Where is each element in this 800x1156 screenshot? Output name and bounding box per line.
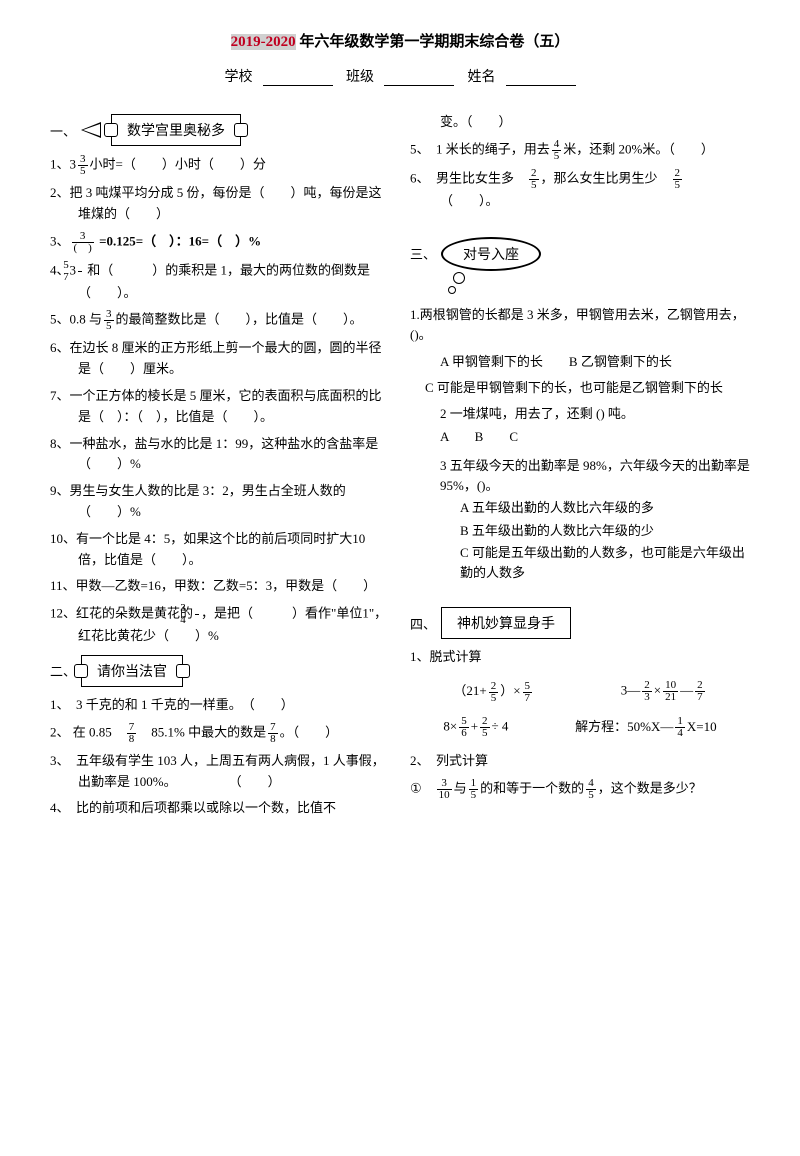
q6: 6、在边长 8 厘米的正方形纸上剪一个最大的圆，圆的半径是（ ）厘米。	[50, 338, 390, 380]
right-col: 变。（ ） 5、 1 米长的绳子，用去45米，还剩 20%米。（ ） 6、 男生…	[410, 106, 750, 825]
q10: 10、有一个比是 4：5，如果这个比的前后项同时扩大10 倍，比值是（ ）。	[50, 529, 390, 571]
frac-2-5: 25	[529, 168, 539, 191]
sec3-title: 对号入座	[441, 237, 541, 271]
calc4: 解方程：50%X—14X=10	[575, 716, 716, 740]
header-fields: 学校 班级 姓名	[50, 66, 750, 86]
sec1-title: 数学宫里奥秘多	[111, 114, 241, 146]
section2-header: 二、 请你当法官	[50, 655, 390, 687]
sec3-num: 三、	[410, 244, 436, 263]
frac-5-7: 57	[78, 260, 82, 283]
s2q4: 4、 比的前项和后项都乘以或除以一个数，比值不	[50, 798, 390, 819]
class-label: 班级	[346, 66, 374, 86]
s2q6: 6、 男生比女生多 25，那么女生比男生少 25（ ）。	[410, 168, 750, 212]
s3q1: 1.两根钢管的长都是 3 米多，甲钢管用去米，乙钢管用去，()。	[410, 305, 750, 347]
q3: 3、3( ) =0.125=（ ）：16=（ ）%	[50, 231, 390, 254]
frac-7-8b: 78	[268, 722, 278, 745]
frac-7-8: 78	[127, 722, 137, 745]
calc1: （21+25）×57	[453, 680, 534, 704]
sec2-title: 请你当法官	[81, 655, 183, 687]
s2q2: 2、 在 0.85 78 85.1% 中最大的数是78。（ ）	[50, 722, 390, 745]
q4: 4、357 和（ ）的乘积是 1，最大的两位数的倒数是（ ）。	[50, 260, 390, 304]
q7: 7、一个正方体的棱长是 5 厘米，它的表面积与底面积的比是（ ）：（ ），比值是…	[50, 386, 390, 428]
frac-3-blank: 3( )	[72, 231, 94, 254]
arrow-icon	[81, 122, 101, 138]
s2q3: 3、 五年级有学生 103 人，上周五有两人病假，1 人事假，出勤率是 100%…	[50, 751, 390, 793]
section4-header: 四、 神机妙算显身手	[410, 607, 750, 639]
q1: 1、335小时=（ ）小时（ ）分	[50, 154, 390, 177]
frac-3-4: 34	[195, 603, 199, 626]
sec2-num: 二、	[50, 661, 76, 680]
s4h2: 2、 列式计算	[410, 751, 750, 772]
title-year: 2019-2020	[231, 34, 296, 50]
calc-row-1: （21+25）×57 3—23×1021—27	[410, 680, 750, 704]
section3-header: 三、 对号入座	[410, 237, 750, 271]
q2: 2、把 3 吨煤平均分成 5 份，每份是（ ）吨，每份是这堆煤的（ ）	[50, 183, 390, 225]
s4l1: ① 310与15的和等于一个数的45，这个数是多少？	[410, 778, 750, 801]
s3q3c: C 可能是五年级出勤的人数多，也可能是六年级出勤的人数多	[410, 543, 750, 582]
s3q2: 2 一堆煤吨，用去了，还剩 () 吨。	[410, 404, 750, 424]
columns: 一、 数学宫里奥秘多 1、335小时=（ ）小时（ ）分 2、把 3 吨煤平均分…	[50, 106, 750, 825]
s4h1: 1、脱式计算	[410, 647, 750, 668]
s2q1: 1、 3 千克的和 1 千克的一样重。 （ ）	[50, 695, 390, 716]
s3q1c: C 可能是甲钢管剩下的长，也可能是乙钢管剩下的长	[410, 378, 750, 399]
q11: 11、甲数—乙数=16，甲数：乙数=5：3，甲数是（ ）	[50, 576, 390, 597]
q8: 8、一种盐水，盐与水的比是 1：99，这种盐水的含盐率是（ ）%	[50, 434, 390, 476]
school-label: 学校	[225, 66, 253, 86]
school-blank[interactable]	[263, 72, 333, 86]
calc2: 3—23×1021—27	[621, 680, 707, 704]
section1-header: 一、 数学宫里奥秘多	[50, 114, 390, 146]
class-blank[interactable]	[384, 72, 454, 86]
s2q5: 5、 1 米长的绳子，用去45米，还剩 20%米。（ ）	[410, 139, 750, 162]
sec4-title: 神机妙算显身手	[441, 607, 571, 639]
frac-3-5: 35	[78, 154, 88, 177]
title-rest: 年六年级数学第一学期期末综合卷（五）	[296, 34, 570, 50]
left-col: 一、 数学宫里奥秘多 1、335小时=（ ）小时（ ）分 2、把 3 吨煤平均分…	[50, 106, 390, 825]
q9: 9、男生与女生人数的比是 3：2，男生占全班人数的（ ）%	[50, 481, 390, 523]
s3q3a: A 五年级出勤的人数比六年级的多	[410, 498, 750, 518]
calc3: 8×56+25÷ 4	[443, 716, 508, 740]
s3q2abc: A B C	[410, 427, 750, 447]
q12: 12、红花的朵数是黄花的34，是把（ ）看作"单位1"，红花比黄花少（ ）%	[50, 603, 390, 647]
s2q4b: 变。（ ）	[410, 112, 750, 133]
frac-3-5b: 35	[104, 309, 114, 332]
frac-4-5: 45	[552, 139, 562, 162]
sec4-num: 四、	[410, 614, 436, 633]
frac-2-5b: 25	[673, 168, 683, 191]
q5: 5、0.8 与35的最简整数比是（ ），比值是（ ）。	[50, 309, 390, 332]
s3q1a: A 甲钢管剩下的长 B 乙钢管剩下的长	[410, 352, 750, 372]
s3q3b: B 五年级出勤的人数比六年级的少	[410, 521, 750, 541]
s3q3: 3 五年级今天的出勤率是 98%，六年级今天的出勤率是 95%，()。	[410, 456, 750, 495]
calc-row-2: 8×56+25÷ 4 解方程：50%X—14X=10	[410, 716, 750, 740]
sec1-num: 一、	[50, 121, 76, 140]
page-title: 2019-2020 年六年级数学第一学期期末综合卷（五）	[50, 30, 750, 51]
name-label: 姓名	[468, 66, 496, 86]
name-blank[interactable]	[506, 72, 576, 86]
